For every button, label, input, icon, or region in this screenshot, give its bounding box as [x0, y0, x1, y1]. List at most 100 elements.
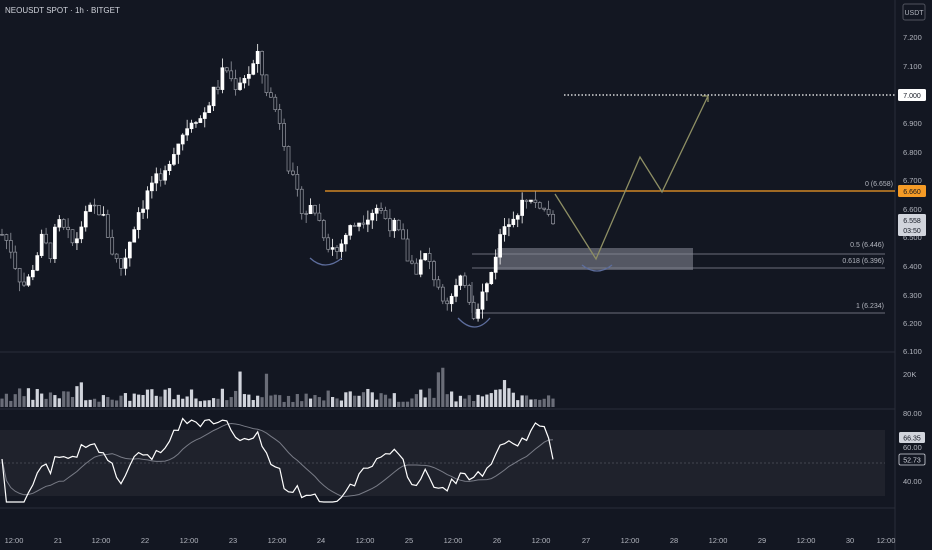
candle[interactable]: [154, 173, 159, 184]
candle[interactable]: [401, 229, 405, 240]
candle[interactable]: [291, 170, 295, 175]
candle[interactable]: [502, 226, 507, 235]
candle[interactable]: [242, 78, 247, 84]
candle[interactable]: [321, 220, 326, 239]
candle[interactable]: [57, 219, 62, 228]
candle[interactable]: [542, 207, 547, 210]
candle[interactable]: [339, 243, 344, 252]
candle[interactable]: [26, 276, 31, 286]
projection-path[interactable]: [554, 95, 709, 261]
candle[interactable]: [13, 251, 18, 269]
candle[interactable]: [8, 240, 13, 253]
candle[interactable]: [498, 234, 502, 258]
candle[interactable]: [361, 222, 366, 225]
candle[interactable]: [198, 118, 203, 123]
candle[interactable]: [75, 238, 79, 244]
candle[interactable]: [383, 210, 388, 220]
candle[interactable]: [423, 253, 428, 261]
candle[interactable]: [150, 182, 154, 192]
candle[interactable]: [238, 82, 242, 90]
candle[interactable]: [83, 211, 88, 228]
candle[interactable]: [454, 285, 458, 297]
candle[interactable]: [194, 122, 198, 124]
candle[interactable]: [79, 226, 84, 240]
candle[interactable]: [392, 219, 397, 232]
candle[interactable]: [17, 268, 22, 283]
candle[interactable]: [379, 207, 383, 211]
candle[interactable]: [264, 74, 269, 94]
candle[interactable]: [246, 73, 251, 79]
candle[interactable]: [330, 247, 335, 250]
candle[interactable]: [158, 173, 163, 181]
candle[interactable]: [520, 199, 524, 216]
candle[interactable]: [374, 207, 379, 214]
candle[interactable]: [507, 224, 511, 227]
candle[interactable]: [39, 233, 44, 256]
candle[interactable]: [255, 51, 260, 65]
candle[interactable]: [485, 283, 489, 293]
currency-badge[interactable]: USDT: [902, 3, 926, 21]
candle[interactable]: [189, 122, 194, 130]
candle[interactable]: [114, 253, 119, 260]
candle[interactable]: [476, 308, 480, 319]
candle[interactable]: [418, 259, 423, 275]
candle[interactable]: [299, 188, 304, 214]
candle[interactable]: [66, 226, 70, 231]
candle[interactable]: [273, 96, 278, 111]
candle[interactable]: [88, 204, 93, 212]
candle[interactable]: [70, 229, 75, 244]
candle[interactable]: [35, 255, 40, 271]
candle[interactable]: [357, 222, 361, 227]
candle[interactable]: [202, 112, 207, 119]
candle[interactable]: [436, 279, 441, 288]
candle[interactable]: [551, 214, 555, 225]
candle[interactable]: [396, 219, 401, 231]
candle[interactable]: [414, 262, 419, 275]
candle[interactable]: [480, 291, 485, 310]
candle[interactable]: [286, 146, 291, 172]
candle[interactable]: [22, 281, 26, 286]
candle[interactable]: [515, 215, 520, 220]
candle[interactable]: [313, 205, 317, 214]
candle[interactable]: [511, 218, 516, 225]
candle[interactable]: [105, 214, 110, 238]
candle[interactable]: [220, 67, 225, 90]
candle[interactable]: [119, 258, 123, 269]
candle[interactable]: [277, 109, 282, 124]
candle[interactable]: [462, 275, 467, 286]
candle[interactable]: [524, 199, 529, 202]
candle[interactable]: [172, 154, 176, 165]
candle[interactable]: [304, 213, 309, 215]
candle[interactable]: [440, 286, 445, 302]
candle[interactable]: [533, 199, 538, 203]
candle[interactable]: [207, 105, 212, 114]
candle[interactable]: [343, 234, 348, 245]
candle[interactable]: [352, 225, 357, 227]
candle[interactable]: [405, 238, 410, 262]
candle[interactable]: [445, 300, 450, 305]
candle[interactable]: [127, 241, 132, 259]
candle[interactable]: [269, 92, 273, 98]
candle[interactable]: [282, 123, 286, 147]
candle[interactable]: [0, 234, 4, 236]
candle[interactable]: [92, 204, 97, 207]
candle[interactable]: [335, 247, 339, 252]
candle[interactable]: [317, 212, 322, 221]
candle[interactable]: [176, 143, 181, 155]
candle[interactable]: [145, 190, 150, 210]
candle[interactable]: [432, 261, 436, 281]
candle[interactable]: [141, 208, 145, 213]
candle[interactable]: [132, 229, 137, 243]
candle[interactable]: [224, 67, 229, 72]
candle[interactable]: [410, 260, 414, 264]
candle[interactable]: [4, 234, 9, 241]
candle[interactable]: [388, 218, 392, 232]
candle[interactable]: [326, 237, 331, 250]
candle[interactable]: [493, 256, 498, 273]
candle[interactable]: [366, 219, 370, 225]
fib-golden-zone[interactable]: [497, 248, 693, 270]
candle[interactable]: [44, 233, 48, 244]
candle[interactable]: [427, 253, 432, 262]
candle[interactable]: [101, 214, 106, 216]
